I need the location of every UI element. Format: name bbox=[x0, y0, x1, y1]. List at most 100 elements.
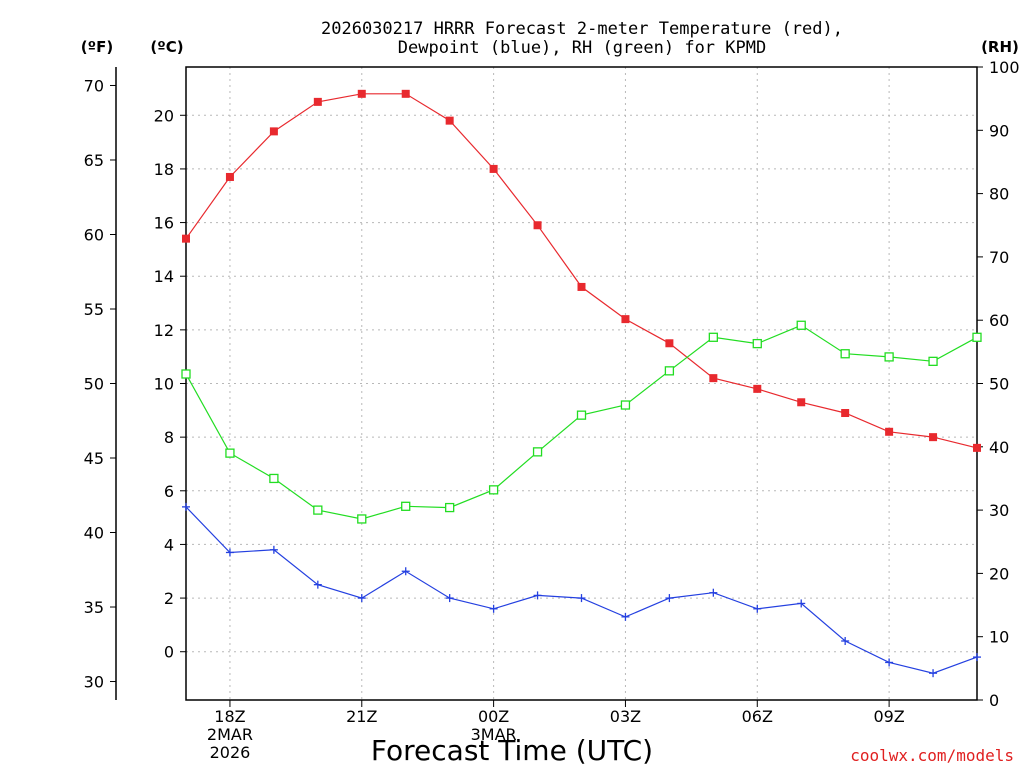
dewpoint-point bbox=[357, 594, 366, 603]
grid-lines bbox=[186, 67, 977, 700]
rh-tick-label: 60 bbox=[989, 311, 1009, 330]
rh-point bbox=[972, 332, 982, 342]
axes bbox=[110, 66, 983, 707]
temperature-line bbox=[185, 93, 978, 449]
celsius-tick-label: 4 bbox=[164, 535, 174, 554]
rh-tick-label: 30 bbox=[989, 501, 1009, 520]
celsius-tick-label: 16 bbox=[154, 214, 174, 233]
temperature-point bbox=[665, 339, 674, 348]
rh-tick-label: 10 bbox=[989, 628, 1009, 647]
rh-point bbox=[269, 473, 279, 484]
rh-point bbox=[357, 514, 367, 524]
celsius-tick-label: 0 bbox=[164, 643, 174, 662]
temperature-point bbox=[885, 427, 894, 436]
temperature-point bbox=[401, 89, 410, 98]
rh-tick-label: 100 bbox=[989, 58, 1020, 77]
temperature-point bbox=[445, 116, 454, 125]
x-tick-label: 06Z bbox=[742, 707, 773, 726]
rh-point bbox=[884, 352, 894, 362]
x-tick-label: 00Z bbox=[478, 707, 509, 726]
temperature-point bbox=[709, 374, 718, 383]
fahrenheit-tick-label: 55 bbox=[84, 300, 104, 319]
celsius-tick-label: 20 bbox=[154, 106, 174, 125]
temperature-point bbox=[225, 172, 234, 181]
fahrenheit-unit-label: (ºF) bbox=[81, 38, 113, 56]
dewpoint-point bbox=[753, 604, 762, 613]
x-tick-label: 09Z bbox=[873, 707, 904, 726]
temperature-point bbox=[929, 433, 938, 442]
rh-point bbox=[796, 320, 806, 330]
x-tick-label: 18Z bbox=[214, 707, 245, 726]
dewpoint-line bbox=[185, 506, 978, 674]
chart-title-line-2: Dewpoint (blue), RH (green) for KPMD bbox=[398, 38, 766, 58]
chart-title-line-1: 2026030217 HRRR Forecast 2-meter Tempera… bbox=[321, 19, 843, 39]
rh-tick-label: 40 bbox=[989, 438, 1009, 457]
rh-point bbox=[928, 356, 938, 366]
dewpoint-point bbox=[621, 612, 630, 621]
temperature-point bbox=[753, 384, 762, 393]
dewpoint-point bbox=[577, 594, 586, 603]
dewpoint-point bbox=[709, 588, 718, 597]
temperature-point bbox=[357, 89, 366, 98]
rh-point bbox=[181, 369, 191, 379]
rh-tick-label: 80 bbox=[989, 185, 1009, 204]
rh-point bbox=[840, 349, 850, 359]
temperature-point bbox=[489, 164, 498, 173]
credit-link[interactable]: coolwx.com/models bbox=[850, 746, 1014, 765]
temperature-point bbox=[621, 315, 630, 324]
temperature-point bbox=[797, 398, 806, 407]
dewpoint-point bbox=[182, 502, 190, 511]
dewpoint-point bbox=[885, 658, 894, 667]
rh-point bbox=[225, 448, 235, 458]
dewpoint-point bbox=[489, 604, 498, 613]
fahrenheit-tick-label: 65 bbox=[84, 151, 104, 170]
dewpoint-point bbox=[533, 591, 542, 600]
celsius-unit-label: (ºC) bbox=[150, 38, 183, 56]
fahrenheit-tick-label: 60 bbox=[84, 225, 104, 244]
rh-point bbox=[664, 366, 675, 376]
rh-line bbox=[185, 324, 978, 520]
dewpoint-point bbox=[313, 580, 322, 589]
rh-tick-label: 20 bbox=[989, 564, 1009, 583]
dewpoint-point bbox=[841, 636, 850, 645]
fahrenheit-tick-label: 50 bbox=[84, 375, 104, 394]
rh-tick-label: 90 bbox=[989, 121, 1009, 140]
dewpoint-point bbox=[225, 548, 234, 557]
celsius-tick-label: 14 bbox=[154, 267, 174, 286]
fahrenheit-tick-label: 70 bbox=[84, 76, 104, 95]
dewpoint-point bbox=[665, 594, 674, 603]
celsius-tick-label: 2 bbox=[164, 589, 174, 608]
rh-point bbox=[532, 447, 543, 457]
dewpoint-point bbox=[401, 567, 410, 576]
temperature-point bbox=[533, 221, 542, 230]
rh-point bbox=[313, 505, 323, 515]
dewpoint-point bbox=[445, 594, 454, 603]
rh-point bbox=[401, 501, 411, 511]
dewpoint-point bbox=[269, 545, 278, 554]
rh-point bbox=[752, 338, 762, 349]
celsius-tick-label: 10 bbox=[154, 375, 174, 394]
x-axis-label: Forecast Time (UTC) bbox=[371, 734, 653, 767]
rh-point bbox=[576, 410, 587, 420]
temperature-point bbox=[313, 97, 322, 106]
x-tick-label: 03Z bbox=[610, 707, 641, 726]
dewpoint-point bbox=[929, 669, 938, 678]
fahrenheit-tick-label: 35 bbox=[84, 598, 104, 617]
temperature-point bbox=[841, 409, 850, 418]
temperature-point bbox=[577, 282, 586, 291]
temperature-point bbox=[973, 443, 981, 452]
rh-point bbox=[708, 332, 718, 342]
dewpoint-point bbox=[797, 599, 806, 608]
celsius-tick-label: 8 bbox=[164, 428, 174, 447]
fahrenheit-tick-label: 40 bbox=[84, 524, 104, 543]
celsius-tick-label: 12 bbox=[154, 321, 174, 340]
rh-point bbox=[488, 485, 499, 495]
celsius-tick-label: 6 bbox=[164, 482, 174, 501]
rh-unit-label: (RH) bbox=[981, 38, 1019, 56]
rh-point bbox=[620, 400, 631, 410]
celsius-tick-label: 18 bbox=[154, 160, 174, 179]
rh-tick-label: 70 bbox=[989, 248, 1009, 267]
tick-labels: 0 2 4 6 8 10 12 14 16 18 20 30 35 40 45 50 55 60 65 70 0 10 20… bbox=[84, 58, 1020, 762]
fahrenheit-tick-label: 30 bbox=[84, 673, 104, 692]
